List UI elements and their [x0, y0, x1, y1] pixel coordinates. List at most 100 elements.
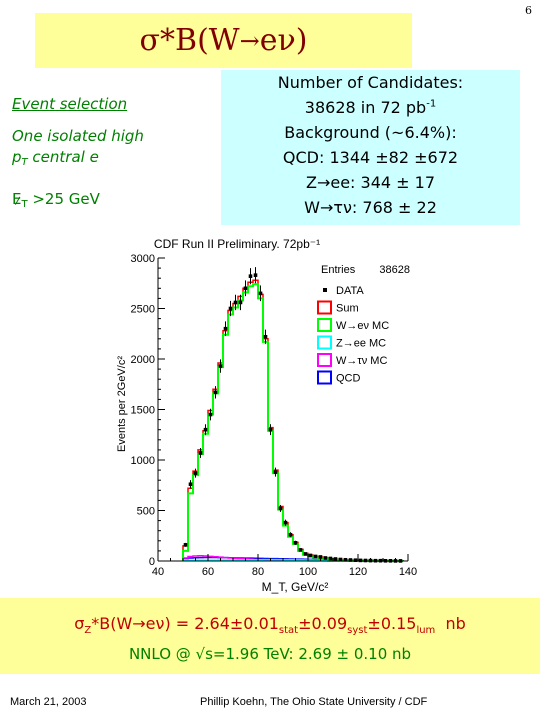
candidates-line-4: QCD: 1344 ±82 ±672 — [282, 148, 459, 167]
event-selection-panel: Event selection One isolated high pT cen… — [12, 94, 182, 215]
legend-label: W→τν MC — [336, 355, 387, 367]
x-tick-label: 80 — [252, 566, 264, 578]
legend-swatch — [317, 335, 332, 350]
data-point — [348, 558, 353, 562]
candidates-line-1: Number of Candidates: — [277, 73, 464, 92]
data-point — [258, 291, 263, 296]
data-point — [193, 471, 198, 475]
transverse-mass-histogram: CDF Run II Preliminary. 72pb⁻¹ Events pe… — [116, 237, 418, 594]
data-point — [238, 300, 243, 305]
slide-number: 6 — [525, 4, 532, 17]
et-subscript: T — [21, 199, 28, 210]
candidates-line-2: 38628 in 72 pb-1 — [221, 95, 520, 120]
title-pre: σ*B(W — [139, 23, 240, 58]
candidates-line-6: W→τν: 768 ± 22 — [304, 198, 437, 217]
stats-entries-label: Entries — [321, 264, 356, 276]
data-point — [363, 558, 368, 563]
data-point — [243, 286, 248, 291]
chart-y-axis-label: Events per 2GeV/c² — [116, 356, 128, 452]
data-point — [278, 506, 283, 511]
event-selection-heading: Event selection — [12, 95, 128, 113]
slide-title: σ*B(W → eν) — [35, 13, 412, 68]
x-tick-label: 60 — [202, 566, 214, 578]
sigma-symbol: σ — [74, 614, 85, 633]
footer-date: March 21, 2003 — [10, 696, 87, 708]
data-point — [358, 558, 363, 563]
syst-subscript: syst — [347, 625, 368, 637]
data-point — [303, 552, 308, 556]
legend-label: Z→ee MC — [336, 338, 386, 350]
data-point — [223, 326, 228, 331]
data-point — [218, 364, 223, 368]
data-point — [333, 557, 338, 561]
pt-suffix: central e — [27, 148, 99, 166]
y-tick-label: 2500 — [131, 304, 155, 316]
x-tick-label: 100 — [299, 566, 317, 578]
data-point — [293, 541, 298, 545]
luminosity-exponent: -1 — [426, 98, 437, 110]
data-point — [283, 520, 288, 525]
y-tick-label: 500 — [137, 506, 155, 518]
candidates-line-3: Background (~6.4%): — [284, 123, 457, 142]
et-cut-value: >25 GeV — [27, 190, 100, 208]
legend-swatch — [317, 318, 332, 332]
legend-marker-data — [323, 288, 327, 292]
candidates-line-5: Z→ee: 344 ± 17 — [305, 173, 435, 192]
data-point — [308, 553, 313, 558]
data-point — [253, 273, 258, 277]
result-unit: nb — [445, 614, 466, 633]
data-point — [208, 412, 213, 417]
plot-area — [182, 267, 404, 563]
y-tick-label: 0 — [149, 556, 155, 568]
result-panel — [0, 598, 540, 674]
legend-label: W→eν MC — [336, 320, 389, 332]
x-tick-label: 140 — [399, 566, 417, 578]
data-point — [263, 334, 268, 339]
data-point — [188, 482, 193, 487]
data-point — [273, 470, 278, 474]
candidates-panel: Number of Candidates: 38628 in 72 pb-1 B… — [221, 70, 520, 225]
et-symbol: E — [12, 190, 22, 208]
data-point — [233, 300, 238, 305]
data-point — [183, 543, 188, 547]
nnlo-prediction: NNLO @ √s=1.96 TeV: 2.69 ± 0.10 nb — [128, 645, 412, 663]
y-tick-label: 2000 — [131, 354, 155, 366]
stat-subscript: stat — [278, 625, 299, 637]
legend-swatch — [317, 300, 332, 315]
x-tick-label: 120 — [349, 566, 367, 578]
cross-section-result: σZ*B(W→eν) = 2.64±0.01stat±0.09syst±0.15… — [0, 614, 540, 636]
data-point — [298, 548, 303, 552]
chart-axes: 0 500 1000 1500 2000 2500 3000 40 60 80 100 120 140 — [131, 253, 418, 578]
x-tick-label: 40 — [152, 566, 164, 578]
selection-line-1: One isolated high — [12, 127, 144, 145]
data-point — [288, 532, 293, 537]
data-point — [203, 427, 208, 432]
data-point — [213, 390, 218, 395]
legend-swatch — [317, 370, 332, 385]
missing-et-cut: ET >25 GeV — [12, 189, 182, 215]
lum-uncertainty: ±0.15 — [367, 614, 417, 633]
data-point — [198, 451, 203, 455]
stats-entries-value: 38628 — [379, 264, 410, 276]
data-point — [268, 427, 273, 432]
data-point — [353, 558, 358, 562]
selection-line-2: pT central e — [12, 147, 182, 173]
y-tick-label: 1000 — [131, 455, 155, 467]
footer-author: Phillip Koehn, The Ohio State University… — [200, 696, 428, 708]
pt-subscript: T — [21, 157, 28, 168]
y-tick-label: 1500 — [131, 405, 155, 417]
title-post: eν) — [259, 23, 308, 58]
data-point — [248, 274, 253, 278]
candidates-count: 38628 in 72 pb — [304, 98, 427, 117]
chart-x-axis-label: M_T, GeV/c² — [262, 580, 329, 594]
result-central-value: *B(W→eν) = 2.64±0.01 — [91, 614, 279, 633]
legend-label: DATA — [336, 285, 364, 297]
data-point — [228, 306, 233, 311]
syst-uncertainty: ±0.09 — [298, 614, 348, 633]
chart-legend: DATA Sum W→eν MC Z→ee MC W→τν MC QCD — [317, 285, 389, 385]
data-point — [323, 556, 328, 560]
lum-subscript: lum — [416, 625, 436, 637]
legend-label: Sum — [336, 303, 359, 315]
chart-title: CDF Run II Preliminary. 72pb⁻¹ — [154, 237, 320, 251]
y-tick-label: 3000 — [131, 253, 155, 265]
